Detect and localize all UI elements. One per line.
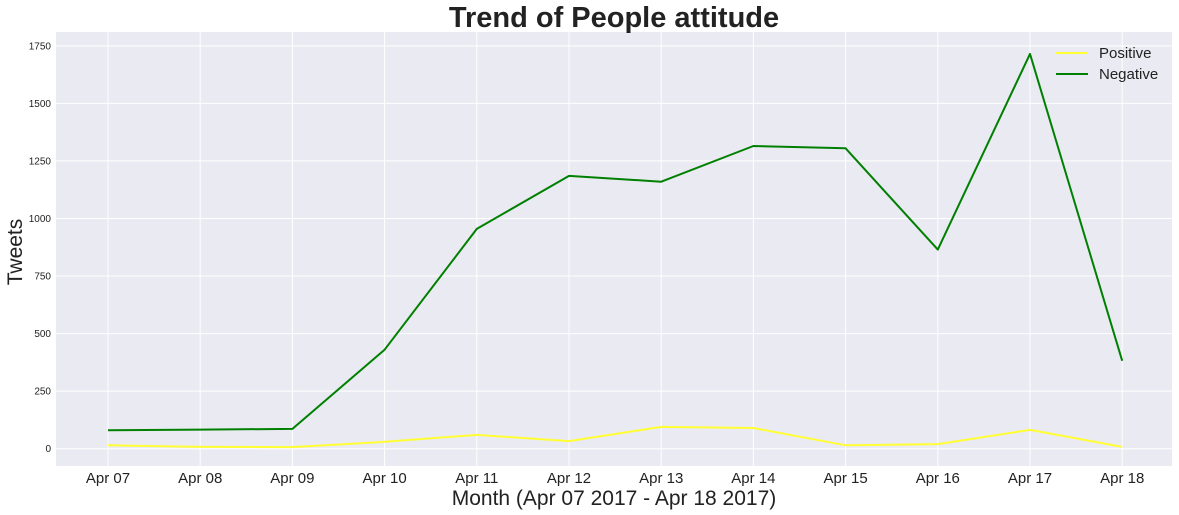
- x-tick-label: Apr 13: [639, 470, 683, 487]
- x-tick-label: Apr 18: [1100, 470, 1144, 487]
- x-tick-label: Apr 16: [916, 470, 960, 487]
- x-tick-label: Apr 09: [270, 470, 314, 487]
- x-tick-label: Apr 11: [455, 470, 498, 487]
- x-tick-label: Apr 08: [178, 470, 222, 487]
- x-tick-label: Apr 07: [86, 470, 130, 487]
- y-tick-label: 250: [34, 387, 51, 398]
- plot-background: [56, 32, 1172, 466]
- x-tick-label: Apr 15: [823, 470, 867, 487]
- x-tick-label: Apr 14: [731, 470, 775, 487]
- x-tick-label: Apr 17: [1008, 470, 1052, 487]
- legend: Positive Negative: [1056, 45, 1158, 83]
- y-tick-label: 1500: [29, 99, 52, 110]
- series-lines: [107, 52, 1124, 449]
- x-tick-label: Apr 12: [547, 470, 591, 487]
- x-tick-label: Apr 10: [362, 470, 406, 487]
- y-tick-labels: 0 250 500 750 1000 1250 1500 1750: [29, 41, 52, 455]
- x-axis-label: Month (Apr 07 2017 - Apr 18 2017): [452, 487, 777, 510]
- y-tick-label: 750: [34, 272, 51, 283]
- y-tick-label: 0: [45, 444, 51, 455]
- y-tick-label: 500: [34, 329, 51, 340]
- x-tick-labels: Apr 07 Apr 08 Apr 09 Apr 10 Apr 11 Apr 12 Apr …: [86, 470, 1144, 487]
- y-tick-label: 1000: [29, 214, 52, 225]
- series-line-positive: [107, 425, 1123, 449]
- legend-label-negative: Negative: [1099, 66, 1158, 83]
- y-axis-label: Tweets: [4, 219, 27, 286]
- series-line-negative: [107, 52, 1124, 432]
- chart-title: Trend of People attitude: [449, 2, 779, 34]
- y-tick-label: 1250: [29, 156, 52, 167]
- legend-label-positive: Positive: [1099, 45, 1152, 62]
- y-tick-label: 1750: [29, 41, 52, 52]
